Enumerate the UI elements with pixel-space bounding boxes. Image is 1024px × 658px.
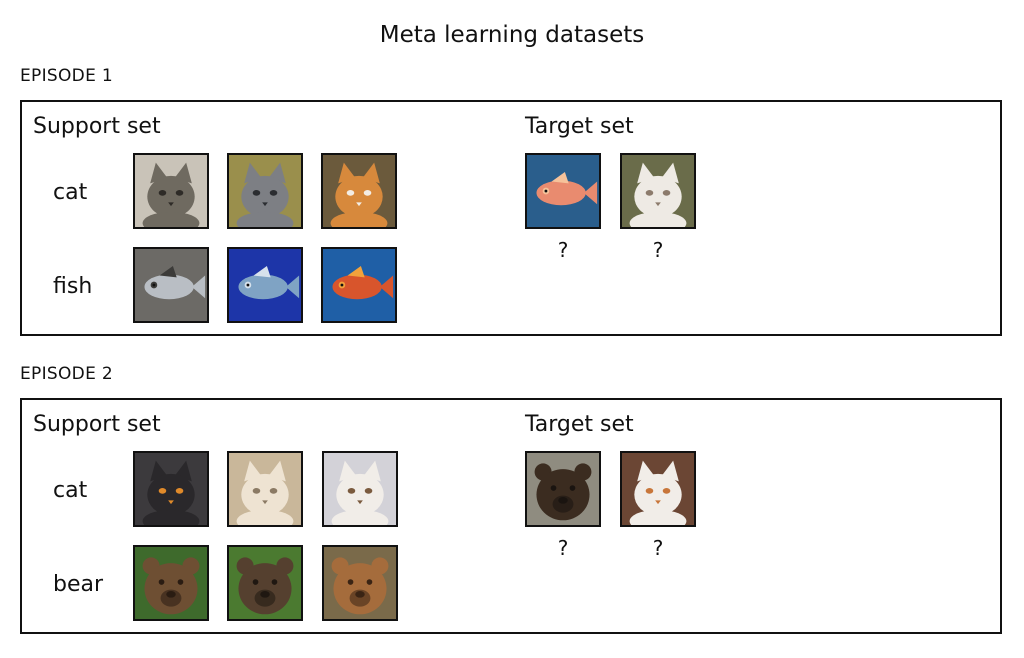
episode-2-box: Support set Target set cat bear ? ?	[20, 398, 1002, 634]
target-image	[525, 153, 601, 229]
support-image	[321, 247, 397, 323]
blue-fish-icon	[229, 249, 301, 321]
unknown-label: ?	[557, 238, 569, 262]
support-image	[227, 153, 303, 229]
class-label-bear: bear	[53, 572, 104, 597]
grizzly-bear-icon	[229, 547, 301, 619]
gray-cat-icon	[229, 155, 301, 227]
unknown-label: ?	[652, 238, 664, 262]
white-cat-icon	[622, 155, 694, 227]
tabby-cat-icon	[135, 155, 207, 227]
episode-2-label: EPISODE 2	[20, 364, 113, 384]
calico-cat-icon	[324, 453, 396, 525]
unknown-label: ?	[652, 536, 664, 560]
ginger-cat-icon	[622, 453, 694, 525]
support-image	[227, 545, 303, 621]
support-image	[133, 545, 209, 621]
target-set-title: Target set	[525, 412, 634, 437]
red-fish-icon	[323, 249, 395, 321]
episode-1-box: Support set Target set cat fish ? ?	[20, 100, 1002, 336]
brown-bear-icon	[135, 547, 207, 619]
class-label-cat: cat	[53, 478, 88, 503]
support-set-title: Support set	[33, 114, 161, 139]
gray-fish-icon	[135, 249, 207, 321]
support-image	[321, 153, 397, 229]
target-set-title: Target set	[525, 114, 634, 139]
black-cat-icon	[135, 453, 207, 525]
support-image	[227, 247, 303, 323]
target-image	[620, 153, 696, 229]
unknown-label: ?	[557, 536, 569, 560]
target-image	[525, 451, 601, 527]
support-set-title: Support set	[33, 412, 161, 437]
support-image	[133, 247, 209, 323]
support-image	[227, 451, 303, 527]
target-image	[620, 451, 696, 527]
class-label-cat: cat	[53, 180, 88, 205]
support-image	[133, 153, 209, 229]
support-image	[322, 545, 398, 621]
pink-fish-icon	[527, 155, 599, 227]
tan-bear-icon	[324, 547, 396, 619]
support-image	[322, 451, 398, 527]
page-title: Meta learning datasets	[379, 22, 645, 48]
episode-1-label: EPISODE 1	[20, 66, 113, 86]
orange-cat-icon	[323, 155, 395, 227]
class-label-fish: fish	[53, 274, 93, 299]
bear-icon	[527, 453, 599, 525]
support-image	[133, 451, 209, 527]
cream-cat-icon	[229, 453, 301, 525]
